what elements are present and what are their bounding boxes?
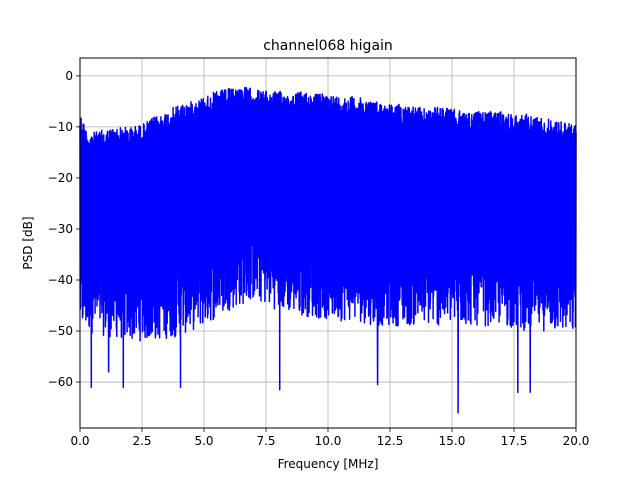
y-tick-label: −50	[48, 324, 73, 338]
y-tick-label: −10	[48, 120, 73, 134]
y-axis-ticks: 0 −10 −20 −30 −40 −50 −60	[48, 69, 80, 389]
x-tick-label: 5.0	[194, 434, 213, 448]
x-tick-label: 2.5	[132, 434, 151, 448]
psd-line	[79, 86, 577, 414]
x-tick-label: 12.5	[377, 434, 404, 448]
y-tick-label: −60	[48, 375, 73, 389]
chart-title: channel068 higain	[263, 38, 393, 54]
x-tick-label: 7.5	[256, 434, 275, 448]
x-axis-label: Frequency [MHz]	[278, 457, 379, 471]
x-tick-label: 20.0	[563, 434, 590, 448]
x-tick-label: 15.0	[439, 434, 466, 448]
x-tick-label: 17.5	[501, 434, 528, 448]
y-tick-label: −30	[48, 222, 73, 236]
y-axis-label: PSD [dB]	[21, 216, 35, 269]
x-tick-label: 10.0	[315, 434, 342, 448]
x-axis-ticks: 0.0 2.5 5.0 7.5 10.0 12.5 15.0 17.5 20.0	[70, 428, 589, 448]
y-tick-label: −40	[48, 273, 73, 287]
y-tick-label: −20	[48, 171, 73, 185]
psd-series	[79, 86, 577, 414]
y-tick-label: 0	[65, 69, 73, 83]
x-tick-label: 0.0	[70, 434, 89, 448]
